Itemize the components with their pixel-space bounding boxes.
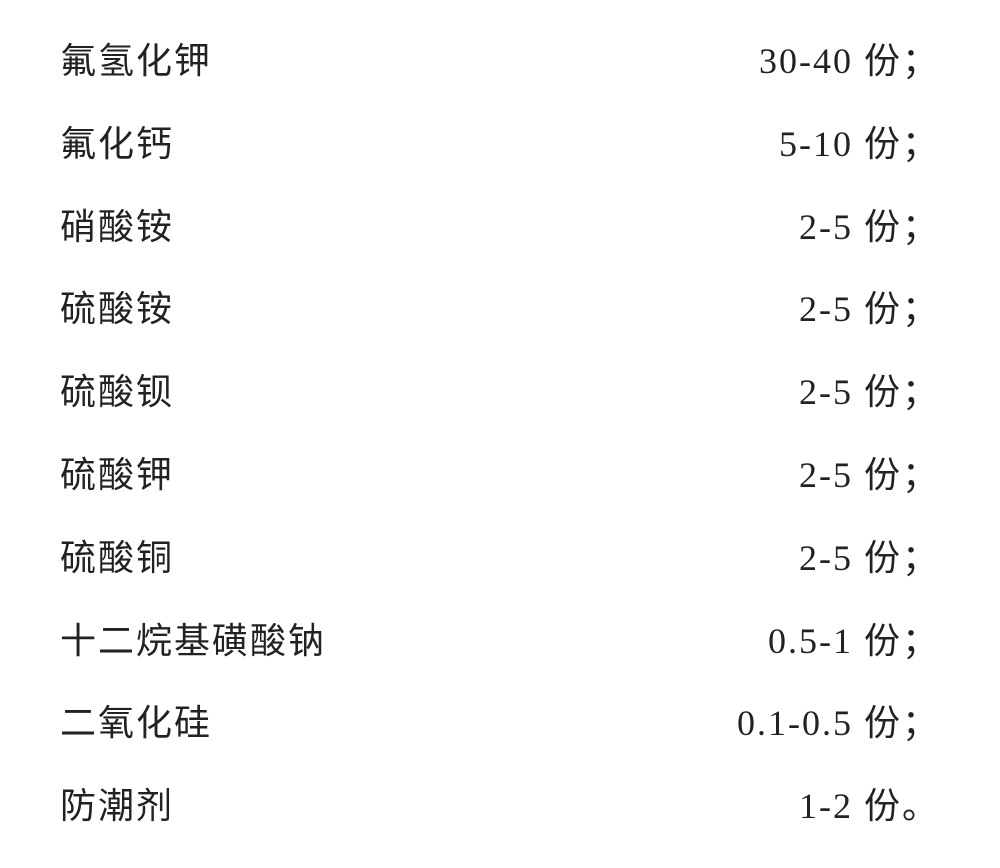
ingredient-value: 0.1-0.5 份； (737, 682, 940, 765)
ingredient-list: 氟氢化钾 30-40 份； 氟化钙 5-10 份； 硝酸铵 2-5 份； 硫酸铵… (60, 20, 940, 848)
ingredient-unit: 份 (864, 207, 902, 247)
ingredient-value: 2-5 份； (799, 268, 940, 351)
ingredient-amount: 2-5 (799, 289, 853, 329)
ingredient-unit: 份 (864, 786, 902, 826)
ingredient-amount: 2-5 (799, 455, 853, 495)
ingredient-amount: 1-2 (799, 786, 853, 826)
ingredient-name: 硝酸铵 (60, 186, 174, 269)
ingredient-amount: 5-10 (779, 124, 853, 164)
ingredient-suffix: ； (902, 124, 940, 164)
ingredient-suffix: ； (902, 621, 940, 661)
ingredient-unit: 份 (864, 538, 902, 578)
ingredient-unit: 份 (864, 621, 902, 661)
ingredient-value: 5-10 份； (779, 103, 940, 186)
ingredient-name: 氟氢化钾 (60, 20, 212, 103)
ingredient-name: 硫酸钾 (60, 434, 174, 517)
ingredient-amount: 0.1-0.5 (737, 703, 853, 743)
ingredient-unit: 份 (864, 124, 902, 164)
ingredient-value: 1-2 份。 (799, 765, 940, 848)
ingredient-name: 二氧化硅 (60, 682, 212, 765)
ingredient-amount: 2-5 (799, 207, 853, 247)
ingredient-row: 硝酸铵 2-5 份； (60, 186, 940, 269)
ingredient-value: 2-5 份； (799, 517, 940, 600)
ingredient-row: 十二烷基磺酸钠 0.5-1 份； (60, 600, 940, 683)
ingredient-value: 0.5-1 份； (768, 600, 940, 683)
ingredient-amount: 30-40 (759, 41, 853, 81)
ingredient-row: 硫酸铵 2-5 份； (60, 268, 940, 351)
ingredient-unit: 份 (864, 41, 902, 81)
ingredient-suffix: ； (902, 703, 940, 743)
ingredient-row: 二氧化硅 0.1-0.5 份； (60, 682, 940, 765)
ingredient-name: 氟化钙 (60, 103, 174, 186)
ingredient-row: 氟化钙 5-10 份； (60, 103, 940, 186)
ingredient-row: 硫酸钾 2-5 份； (60, 434, 940, 517)
ingredient-row: 防潮剂 1-2 份。 (60, 765, 940, 848)
ingredient-name: 硫酸铜 (60, 517, 174, 600)
ingredient-row: 氟氢化钾 30-40 份； (60, 20, 940, 103)
ingredient-name: 硫酸钡 (60, 351, 174, 434)
ingredient-suffix: ； (902, 538, 940, 578)
ingredient-name: 硫酸铵 (60, 268, 174, 351)
ingredient-row: 硫酸铜 2-5 份； (60, 517, 940, 600)
ingredient-value: 2-5 份； (799, 351, 940, 434)
ingredient-unit: 份 (864, 289, 902, 329)
ingredient-row: 硫酸钡 2-5 份； (60, 351, 940, 434)
ingredient-value: 2-5 份； (799, 434, 940, 517)
ingredient-name: 防潮剂 (60, 765, 174, 848)
ingredient-value: 2-5 份； (799, 186, 940, 269)
ingredient-suffix: ； (902, 41, 940, 81)
ingredient-suffix: ； (902, 289, 940, 329)
ingredient-amount: 0.5-1 (768, 621, 853, 661)
ingredient-suffix: ； (902, 372, 940, 412)
ingredient-unit: 份 (864, 372, 902, 412)
ingredient-name: 十二烷基磺酸钠 (60, 600, 326, 683)
ingredient-suffix: ； (902, 455, 940, 495)
ingredient-amount: 2-5 (799, 538, 853, 578)
ingredient-amount: 2-5 (799, 372, 853, 412)
ingredient-unit: 份 (864, 455, 902, 495)
ingredient-suffix: 。 (902, 786, 940, 826)
ingredient-unit: 份 (864, 703, 902, 743)
ingredient-suffix: ； (902, 207, 940, 247)
ingredient-value: 30-40 份； (759, 20, 940, 103)
